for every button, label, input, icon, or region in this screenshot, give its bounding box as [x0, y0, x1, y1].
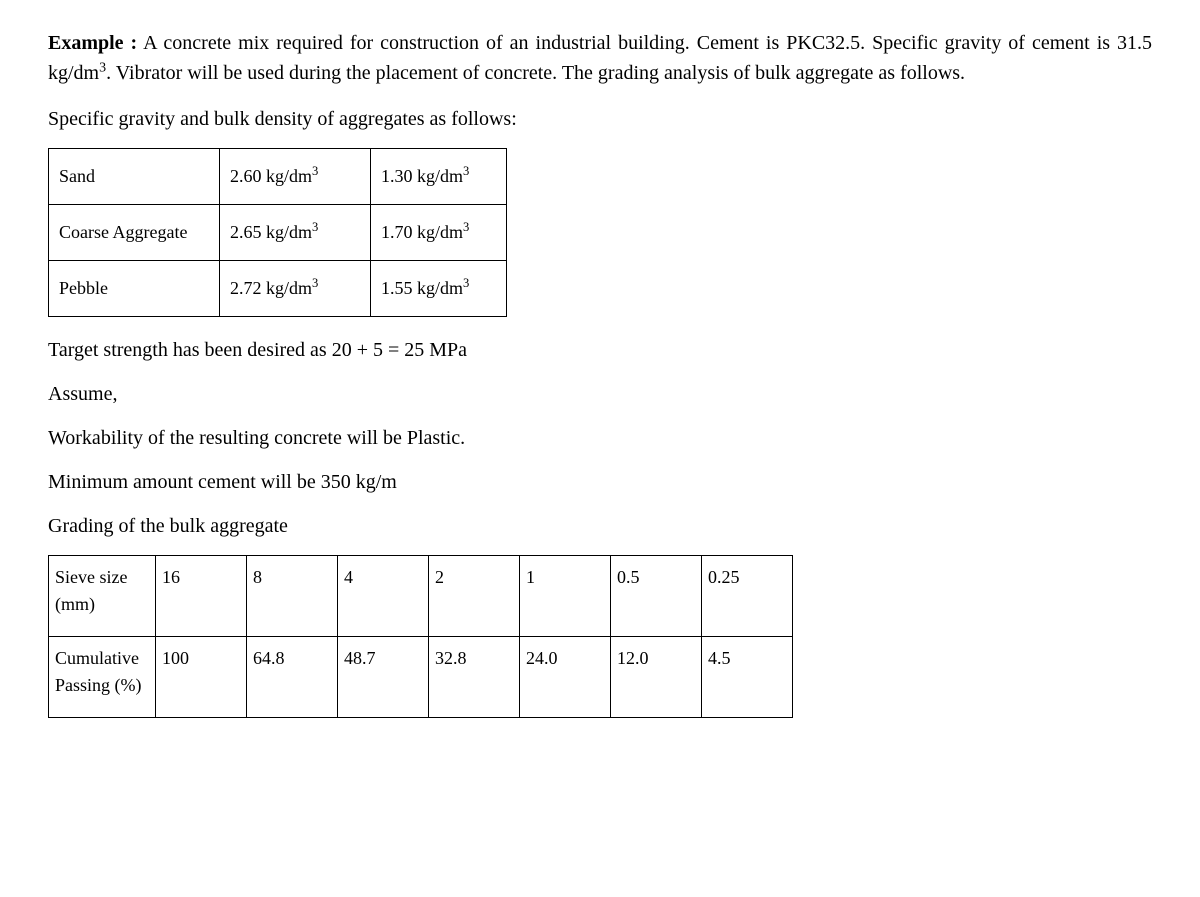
data-cell: 48.7: [338, 637, 429, 718]
data-cell: 12.0: [611, 637, 702, 718]
target-strength-text: Target strength has been desired as 20 +…: [48, 335, 1152, 365]
sg-cell: 2.72 kg/dm3: [220, 261, 371, 317]
sg-cell: 2.60 kg/dm3: [220, 149, 371, 205]
material-cell: Sand: [49, 149, 220, 205]
material-cell: Coarse Aggregate: [49, 205, 220, 261]
data-cell: 4: [338, 556, 429, 637]
data-cell: 0.25: [702, 556, 793, 637]
data-cell: 16: [156, 556, 247, 637]
min-cement-text: Minimum amount cement will be 350 kg/m: [48, 467, 1152, 497]
data-cell: 2: [429, 556, 520, 637]
data-cell: 8: [247, 556, 338, 637]
table-row: Sand 2.60 kg/dm3 1.30 kg/dm3: [49, 149, 507, 205]
data-cell: 0.5: [611, 556, 702, 637]
workability-text: Workability of the resulting concrete wi…: [48, 423, 1152, 453]
density-table: Sand 2.60 kg/dm3 1.30 kg/dm3 Coarse Aggr…: [48, 148, 507, 317]
table-row: Pebble 2.72 kg/dm3 1.55 kg/dm3: [49, 261, 507, 317]
table-row: Cumulative Passing (%) 100 64.8 48.7 32.…: [49, 637, 793, 718]
data-cell: 64.8: [247, 637, 338, 718]
table-row: Coarse Aggregate 2.65 kg/dm3 1.70 kg/dm3: [49, 205, 507, 261]
bd-cell: 1.30 kg/dm3: [371, 149, 507, 205]
intro-line2b: . Vibrator will be used during the place…: [106, 62, 965, 84]
bd-cell: 1.55 kg/dm3: [371, 261, 507, 317]
assume-text: Assume,: [48, 379, 1152, 409]
row-label: Sieve size (mm): [49, 556, 156, 637]
data-cell: 4.5: [702, 637, 793, 718]
density-intro: Specific gravity and bulk density of agg…: [48, 104, 1152, 134]
grading-table: Sieve size (mm) 16 8 4 2 1 0.5 0.25 Cumu…: [48, 555, 793, 718]
intro-paragraph: Example : A concrete mix required for co…: [48, 28, 1152, 88]
sg-cell: 2.65 kg/dm3: [220, 205, 371, 261]
data-cell: 24.0: [520, 637, 611, 718]
grading-heading-text: Grading of the bulk aggregate: [48, 511, 1152, 541]
data-cell: 1: [520, 556, 611, 637]
data-cell: 100: [156, 637, 247, 718]
data-cell: 32.8: [429, 637, 520, 718]
example-heading: Example :: [48, 32, 137, 54]
bd-cell: 1.70 kg/dm3: [371, 205, 507, 261]
material-cell: Pebble: [49, 261, 220, 317]
row-label: Cumulative Passing (%): [49, 637, 156, 718]
table-row: Sieve size (mm) 16 8 4 2 1 0.5 0.25: [49, 556, 793, 637]
intro-line1: A concrete mix required for construction…: [137, 32, 865, 54]
